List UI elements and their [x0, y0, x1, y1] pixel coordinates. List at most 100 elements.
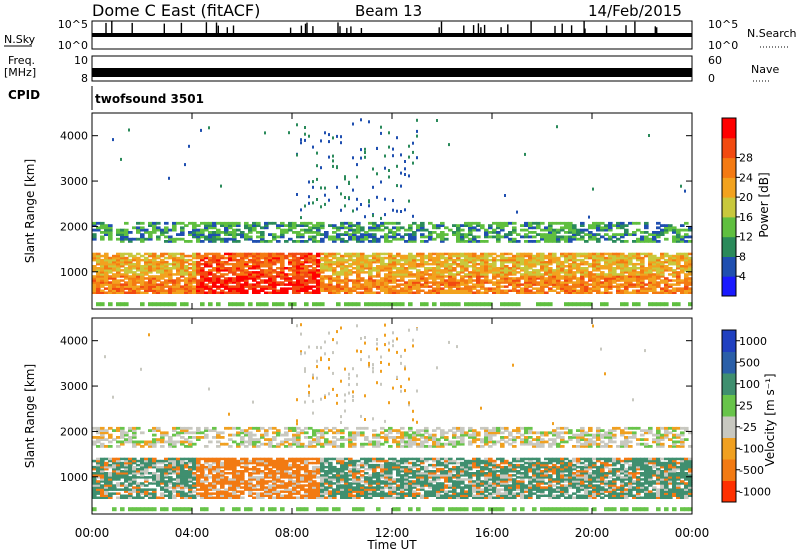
- data-cell: [316, 438, 321, 441]
- data-cell: [148, 254, 153, 258]
- data-cell: [288, 260, 293, 264]
- data-cell: [292, 442, 297, 446]
- data-cell: [428, 277, 433, 280]
- data-cell: [224, 496, 229, 499]
- data-cell: [252, 470, 257, 473]
- data-cell: [652, 277, 657, 280]
- data-cell: [212, 281, 217, 284]
- data-cell: [636, 271, 641, 274]
- data-cell: [264, 262, 269, 266]
- data-cell: [220, 436, 225, 439]
- data-cell: [156, 438, 161, 441]
- data-cell: [256, 438, 261, 441]
- data-cell: [476, 254, 481, 258]
- data-cell: [228, 279, 233, 282]
- data-cell: [188, 240, 193, 243]
- data-cell: [244, 256, 249, 260]
- data-cell: [616, 267, 621, 270]
- data-cell: [292, 269, 297, 272]
- data-cell: [404, 173, 406, 176]
- data-cell: [528, 281, 533, 284]
- data-cell: [232, 233, 237, 236]
- data-cell: [684, 283, 689, 286]
- data-cell: [160, 433, 165, 437]
- data-cell: [164, 440, 169, 444]
- data-cell: [120, 285, 125, 288]
- data-cell: [300, 289, 305, 292]
- data-cell: [96, 269, 101, 272]
- data-cell: [416, 224, 421, 227]
- data-cell: [168, 235, 173, 239]
- data-cell: [352, 224, 357, 227]
- data-cell: [268, 260, 273, 264]
- data-cell: [132, 279, 137, 282]
- data-cell: [272, 221, 277, 225]
- data-cell: [524, 254, 529, 258]
- data-cell: [160, 438, 165, 441]
- data-cell: [288, 281, 293, 284]
- data-cell: [560, 265, 565, 268]
- data-cell: [576, 228, 581, 232]
- data-cell: [580, 302, 585, 307]
- data-cell: [428, 291, 433, 294]
- data-cell: [572, 285, 577, 288]
- data-cell: [176, 287, 181, 290]
- data-cell: [272, 254, 277, 258]
- data-cell: [228, 224, 233, 227]
- data-cell: [308, 486, 313, 489]
- data-cell: [408, 302, 413, 307]
- data-cell: [128, 262, 133, 266]
- data-cell: [496, 231, 501, 234]
- data-cell: [412, 240, 417, 243]
- data-cell: [300, 275, 305, 278]
- data-cell: [544, 269, 549, 272]
- data-cell: [268, 256, 273, 260]
- data-cell: [220, 442, 225, 446]
- data-cell: [124, 488, 129, 491]
- data-cell: [148, 289, 153, 292]
- data-cell: [576, 291, 581, 294]
- data-cell: [220, 283, 225, 286]
- data-cell: [684, 252, 689, 256]
- data-cell: [448, 271, 453, 274]
- data-cell: [268, 440, 273, 444]
- data-cell: [100, 472, 105, 475]
- data-cell: [616, 289, 621, 292]
- data-cell: [108, 440, 113, 444]
- data-cell: [172, 463, 177, 467]
- data-cell: [312, 480, 317, 483]
- data-cell: [580, 291, 585, 294]
- data-cell: [472, 240, 477, 243]
- data-cell: [632, 240, 637, 243]
- data-cell: [632, 271, 637, 274]
- data-cell: [328, 281, 333, 284]
- data-cell: [452, 275, 457, 278]
- data-cell: [568, 273, 573, 276]
- data-cell: [660, 224, 665, 227]
- data-cell: [612, 240, 617, 243]
- data-cell: [264, 488, 269, 491]
- data-cell: [228, 482, 233, 485]
- data-cell: [680, 224, 685, 227]
- data-cell: [572, 224, 577, 227]
- data-cell: [208, 387, 210, 391]
- data-cell: [208, 226, 213, 230]
- data-cell: [284, 490, 289, 493]
- data-cell: [92, 507, 97, 512]
- data-cell: [456, 265, 461, 268]
- data-cell: [604, 302, 609, 307]
- data-cell: [532, 260, 537, 264]
- data-cell: [224, 228, 229, 232]
- data-cell: [316, 283, 321, 286]
- data-cell: [464, 275, 469, 278]
- data-cell: [548, 289, 553, 292]
- data-cell: [192, 486, 197, 489]
- data-cell: [156, 480, 161, 483]
- data-cell: [660, 260, 665, 264]
- data-cell: [152, 281, 157, 284]
- data-cell: [412, 285, 417, 288]
- data-cell: [484, 279, 489, 282]
- data-cell: [108, 285, 113, 288]
- data-cell: [180, 461, 185, 465]
- data-cell: [632, 233, 637, 236]
